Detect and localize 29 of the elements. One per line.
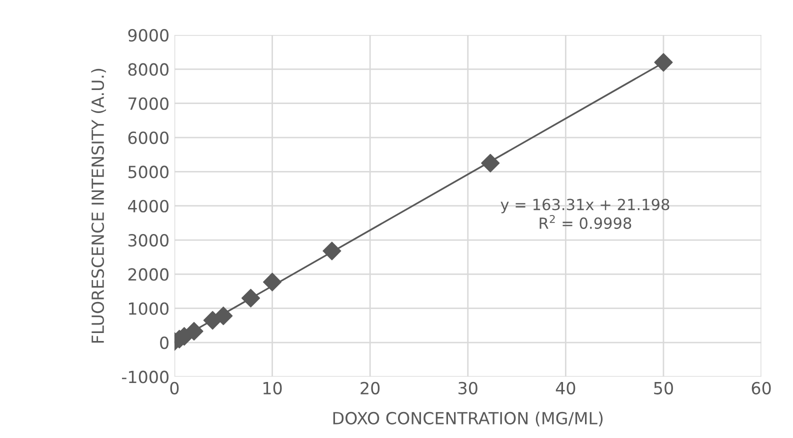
y-tick-label: 6000: [128, 131, 168, 144]
point: [262, 272, 282, 292]
y-tick-label: 8000: [128, 63, 168, 76]
x-tick-label: 60: [752, 382, 771, 394]
point: [322, 242, 342, 260]
y-tick-label: 5000: [128, 166, 168, 178]
point: [184, 322, 204, 341]
annotation: y = 163.31x + 21.198: [500, 198, 670, 214]
y-tick-label: 2000: [128, 268, 168, 281]
x-tick-label: 50: [654, 382, 673, 394]
y-tick-label: 1000: [129, 302, 168, 315]
y-tick-label: -1000: [122, 370, 168, 384]
y-axis-title: FLUORESCENCE INTENSITY (A.U.): [91, 68, 106, 343]
y-tick-label: 9000: [128, 29, 168, 42]
x-tick-label: 30: [458, 382, 478, 394]
y-tick-label: 7000: [128, 97, 168, 110]
y-tick-label: 3000: [128, 234, 168, 247]
point: [214, 306, 233, 326]
annotation: R$^{2}$ = 0.9998: [540, 214, 632, 229]
y-tick-label: 4000: [128, 200, 168, 212]
x-tick-label: 20: [360, 382, 380, 394]
x-tick-label: 40: [556, 382, 576, 394]
x-axis-title: DOXO CONCENTRATION (MG/ML): [333, 412, 603, 426]
y-tick-label: 0: [160, 336, 168, 350]
point: [241, 288, 260, 308]
x-tick-label: 10: [263, 382, 282, 394]
point: [481, 154, 500, 172]
x-tick-label: 0: [170, 382, 179, 394]
point: [654, 53, 673, 72]
